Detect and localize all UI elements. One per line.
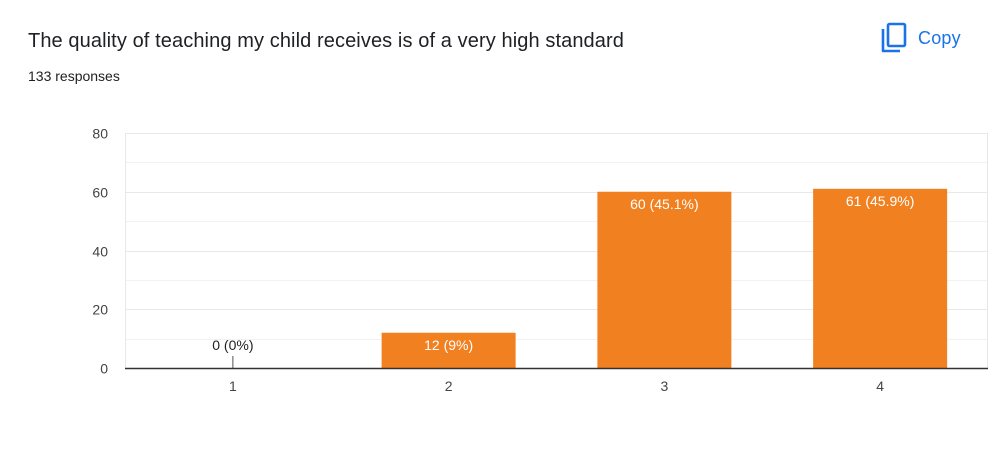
y-tick-label: 0: [100, 361, 108, 377]
x-tick-label: 3: [660, 378, 668, 394]
y-tick-label: 80: [92, 126, 108, 142]
x-tick-label: 4: [876, 378, 884, 394]
bar: [381, 332, 516, 368]
copy-button[interactable]: Copy: [874, 18, 967, 58]
copy-label: Copy: [918, 27, 961, 48]
data-label: 0 (0%): [212, 337, 253, 353]
data-label: 60 (45.1%): [630, 196, 698, 212]
x-tick-label: 1: [229, 378, 237, 394]
y-tick-label: 20: [92, 302, 108, 318]
data-label: 12 (9%): [424, 337, 473, 353]
chart-title: The quality of teaching my child receive…: [28, 30, 624, 52]
copy-icon: [880, 22, 908, 54]
data-label: 61 (45.9%): [846, 193, 914, 209]
x-tick-label: 2: [445, 378, 453, 394]
y-tick-label: 40: [92, 244, 108, 260]
response-count: 133 responses: [28, 68, 120, 84]
bar: [597, 191, 732, 368]
y-tick-label: 60: [92, 185, 108, 201]
bar: [813, 188, 948, 368]
